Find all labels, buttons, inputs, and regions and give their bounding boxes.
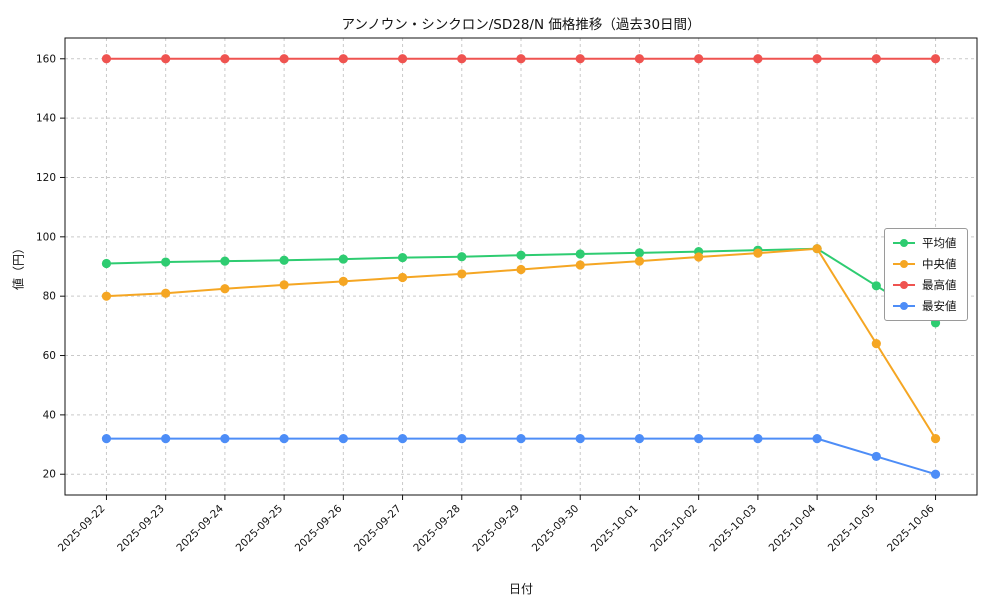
median-line-swatch (893, 259, 915, 269)
legend-item-min: 最安値 (893, 298, 957, 314)
svg-text:40: 40 (43, 409, 56, 421)
svg-text:2025-09-29: 2025-09-29 (470, 503, 522, 555)
average-line-swatch (893, 238, 915, 248)
svg-text:2025-10-02: 2025-10-02 (648, 503, 700, 555)
legend-label: 最安値 (922, 299, 957, 313)
svg-text:2025-09-24: 2025-09-24 (174, 502, 226, 554)
axis-ticks (60, 58, 937, 500)
legend-item-max: 最高値 (893, 277, 957, 293)
chart-title: アンノウン・シンクロン/SD28/N 価格推移（過去30日間） (341, 17, 701, 33)
series-最高値 (101, 54, 941, 64)
legend-label: 平均値 (922, 236, 957, 250)
svg-text:120: 120 (36, 172, 56, 184)
min-line-swatch (893, 301, 915, 311)
legend-item-average: 平均値 (893, 235, 957, 251)
series-最安値 (101, 434, 941, 479)
svg-text:2025-09-27: 2025-09-27 (352, 503, 404, 555)
y-axis-label: 値（円） (11, 241, 26, 291)
legend: 平均値 中央値 最高値 最安値 (884, 228, 968, 321)
svg-text:20: 20 (43, 469, 56, 481)
svg-text:2025-10-05: 2025-10-05 (826, 503, 878, 555)
legend-label: 最高値 (922, 278, 957, 292)
svg-text:2025-09-23: 2025-09-23 (115, 503, 167, 555)
svg-text:2025-09-26: 2025-09-26 (293, 502, 345, 554)
svg-text:160: 160 (36, 53, 56, 65)
series-中央値 (101, 244, 941, 444)
svg-text:2025-09-22: 2025-09-22 (56, 503, 108, 555)
tick-labels: 20 40 60 80 100 120 140 160 2025-09-22 2025-09-23… (36, 53, 937, 554)
legend-item-median: 中央値 (893, 256, 957, 272)
svg-text:80: 80 (43, 291, 56, 303)
svg-text:2025-10-01: 2025-10-01 (589, 503, 641, 555)
x-axis-label: 日付 (508, 582, 533, 596)
svg-text:2025-10-06: 2025-10-06 (885, 502, 937, 554)
svg-text:60: 60 (43, 350, 56, 362)
svg-text:2025-09-30: 2025-09-30 (530, 503, 582, 555)
max-line-swatch (893, 280, 915, 290)
svg-text:140: 140 (36, 113, 56, 125)
svg-text:2025-09-28: 2025-09-28 (411, 503, 463, 555)
svg-text:100: 100 (36, 231, 56, 243)
svg-text:2025-10-03: 2025-10-03 (707, 503, 759, 555)
svg-text:2025-10-04: 2025-10-04 (767, 502, 819, 554)
legend-label: 中央値 (922, 257, 957, 271)
svg-text:2025-09-25: 2025-09-25 (234, 503, 286, 555)
